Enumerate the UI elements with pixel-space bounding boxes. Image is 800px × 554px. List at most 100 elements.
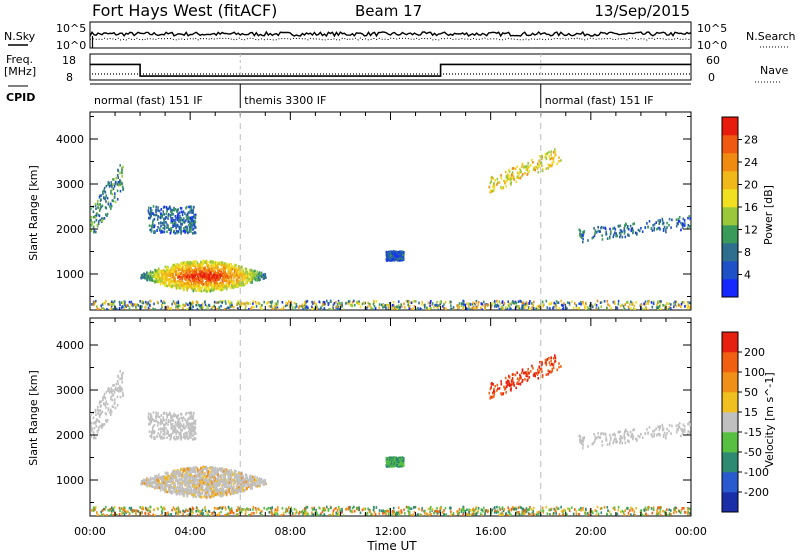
power-echo-cell xyxy=(220,274,222,277)
power-echo-cell xyxy=(191,304,193,307)
power-echo-cell xyxy=(105,299,107,303)
power-echo-cell xyxy=(271,306,273,310)
power-echo-cell xyxy=(111,300,113,303)
power-echo-cell xyxy=(249,268,252,272)
power-echo-cell xyxy=(192,278,195,282)
power-echo-cell xyxy=(217,269,219,272)
power-echo-cell xyxy=(195,271,197,274)
power-echo-cell xyxy=(624,224,626,228)
velocity-echo-cell xyxy=(152,485,155,489)
velocity-echo-cell xyxy=(167,420,169,423)
power-echo-cell xyxy=(413,305,416,308)
velocity-echo-cell xyxy=(162,416,165,419)
power-echo-cell xyxy=(648,299,650,303)
velocity-echo-cell xyxy=(186,411,188,415)
power-echo-cell xyxy=(187,303,189,307)
power-echo-cell xyxy=(201,272,203,276)
velocity-echo-cell xyxy=(174,430,177,433)
power-echo-cell xyxy=(173,282,176,286)
power-echo-cell xyxy=(160,212,162,215)
power-echo-cell xyxy=(165,272,167,276)
power-echo-cell xyxy=(428,307,431,310)
velocity-echo-cell xyxy=(105,406,107,409)
power-echo-cell xyxy=(154,270,157,273)
power-echo-cell xyxy=(193,223,195,227)
power-echo-cell xyxy=(205,308,207,310)
velocity-echo-cell xyxy=(183,477,186,480)
power-echo-cell xyxy=(97,203,100,207)
power-echo-cell xyxy=(119,171,121,175)
power-echo-cell xyxy=(177,267,179,270)
power-echo-cell xyxy=(197,263,199,266)
power-echo-cell xyxy=(403,302,405,306)
velocity-echo-cell xyxy=(183,494,185,497)
power-echo-cell xyxy=(183,217,185,220)
power-echo-cell xyxy=(112,308,115,310)
power-echo-cell xyxy=(533,300,535,304)
velocity-echo-cell xyxy=(167,423,169,426)
power-echo-cell xyxy=(224,285,226,288)
power-echo-cell xyxy=(443,303,445,306)
velocity-echo-cell xyxy=(113,384,115,387)
power-echo-cell xyxy=(176,217,179,220)
velocity-echo-cell xyxy=(188,411,190,415)
velocity-echo-cell xyxy=(147,415,150,418)
velocity-echo-cell xyxy=(162,436,164,440)
power-echo-cell xyxy=(212,260,214,264)
power-echo-cell xyxy=(218,276,220,279)
power-echo-cell xyxy=(501,187,503,190)
power-echo-cell xyxy=(385,306,387,310)
power-echo-cell xyxy=(498,181,501,184)
power-echo-cell xyxy=(227,279,229,282)
velocity-echo-cell xyxy=(169,491,172,494)
velocity-echo-cell xyxy=(180,413,183,416)
velocity-echo-cell xyxy=(117,375,120,379)
power-echo-cell xyxy=(208,289,211,293)
power-echo-cell xyxy=(161,278,163,282)
power-echo-cell xyxy=(211,269,214,273)
power-echo-cell xyxy=(506,177,509,181)
power-echo-cell xyxy=(539,155,541,158)
velocity-echo-cell xyxy=(151,477,154,480)
power-echo-cell xyxy=(164,217,167,220)
power-echo-cell xyxy=(605,230,607,234)
power-echo-cell xyxy=(149,274,152,278)
power-echo-cell xyxy=(175,216,177,220)
power-echo-cell xyxy=(145,277,148,280)
power-echo-cell xyxy=(109,205,111,208)
power-echo-cell xyxy=(301,303,304,307)
power-echo-cell xyxy=(110,181,113,184)
power-echo-cell xyxy=(305,300,307,304)
power-echo-cell xyxy=(653,226,656,230)
power-echo-cell xyxy=(189,261,192,264)
power-echo-cell xyxy=(540,154,543,158)
power-echo-cell xyxy=(212,276,214,280)
power-echo-cell xyxy=(230,264,233,268)
velocity-echo-cell xyxy=(92,421,95,425)
velocity-echo-cell xyxy=(243,489,245,492)
power-echo-cell xyxy=(227,276,230,280)
power-echo-cell xyxy=(192,285,195,289)
freq-panel-frame xyxy=(89,53,692,81)
velocity-echo-cell xyxy=(181,424,183,428)
power-echo-cell xyxy=(237,307,239,310)
power-echo-cell xyxy=(155,205,157,209)
power-echo-cell xyxy=(150,230,153,233)
power-echo-cell xyxy=(579,229,581,232)
power-echo-cell xyxy=(242,272,245,276)
velocity-echo-cell xyxy=(178,492,180,495)
velocity-echo-cell xyxy=(229,478,231,481)
power-echo-cell xyxy=(216,286,219,290)
power-echo-cell xyxy=(203,272,205,275)
velocity-echo-cell xyxy=(227,482,230,486)
power-echo-cell xyxy=(240,266,243,270)
velocity-echo-cell xyxy=(226,489,229,493)
power-echo-cell xyxy=(211,288,214,291)
power-echo-cell xyxy=(358,300,360,303)
power-echo-cell xyxy=(153,230,156,233)
velocity-echo-cell xyxy=(94,422,97,425)
power-echo-cell xyxy=(164,275,167,279)
velocity-echo-cell xyxy=(257,482,260,485)
velocity-echo-cell xyxy=(158,434,161,438)
power-echo-cell xyxy=(197,272,199,276)
